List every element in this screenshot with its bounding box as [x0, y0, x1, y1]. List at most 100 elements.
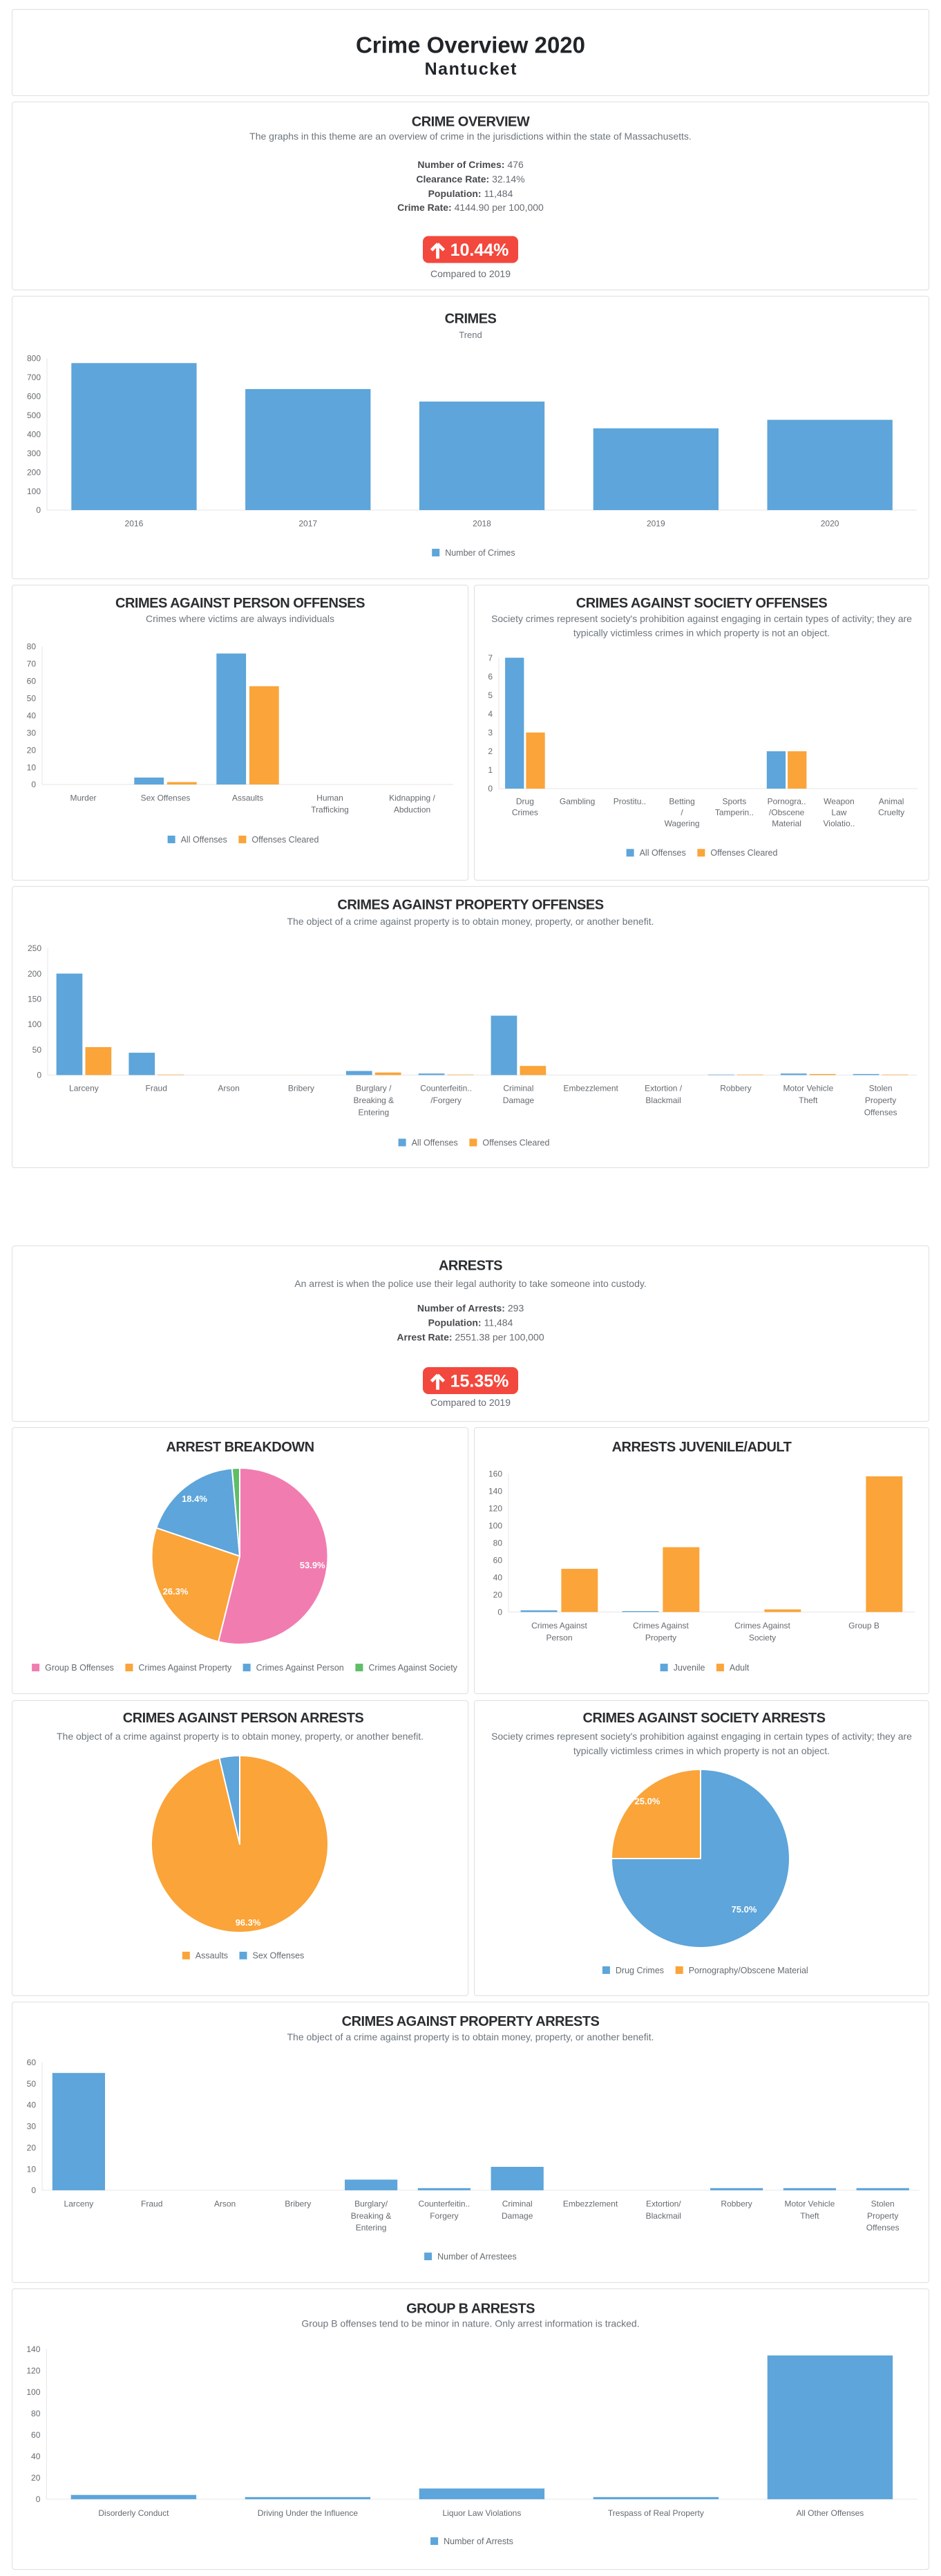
svg-text:Arson: Arson	[218, 1084, 239, 1093]
svg-text:50: 50	[32, 1045, 42, 1055]
svg-text:Crimes Against: Crimes Against	[633, 1621, 689, 1630]
svg-text:Wagering: Wagering	[665, 819, 700, 829]
svg-text:100: 100	[488, 1521, 502, 1531]
svg-text:75.0%: 75.0%	[732, 1904, 757, 1915]
svg-text:Theft: Theft	[800, 2211, 819, 2221]
svg-text:Robbery: Robbery	[721, 2199, 752, 2209]
svg-text:Murder: Murder	[70, 793, 96, 803]
svg-text:0: 0	[36, 2494, 41, 2504]
svg-text:140: 140	[488, 1487, 502, 1496]
svg-text:Person: Person	[546, 1633, 572, 1643]
svg-text:60: 60	[27, 677, 37, 686]
svg-text:Property: Property	[867, 2211, 898, 2221]
svg-text:Liquor Law Violations: Liquor Law Violations	[442, 2508, 521, 2518]
svg-text:Sex Offenses: Sex Offenses	[141, 793, 191, 803]
svg-text:0: 0	[497, 1608, 502, 1617]
svg-text:Arson: Arson	[214, 2199, 236, 2209]
svg-text:CRIMES AGAINST PERSON ARRESTS: CRIMES AGAINST PERSON ARRESTS	[123, 1711, 364, 1726]
svg-text:80: 80	[27, 642, 37, 652]
svg-text:CRIMES AGAINST PROPERTY OFFENS: CRIMES AGAINST PROPERTY OFFENSES	[337, 897, 603, 912]
svg-text:Damage: Damage	[503, 1096, 535, 1105]
svg-text:3: 3	[488, 728, 493, 737]
svg-text:Offenses Cleared: Offenses Cleared	[251, 835, 319, 845]
svg-text:Fraud: Fraud	[146, 1084, 167, 1093]
svg-text:20: 20	[493, 1590, 503, 1600]
svg-text:Group B offenses tend to be mi: Group B offenses tend to be minor in nat…	[301, 2318, 639, 2329]
svg-text:Criminal: Criminal	[502, 2199, 533, 2209]
svg-text:/Obscene: /Obscene	[769, 808, 805, 818]
svg-text:The object of a crime against: The object of a crime against property i…	[287, 2031, 654, 2042]
svg-text:40: 40	[493, 1573, 503, 1583]
svg-text:40: 40	[31, 2452, 41, 2461]
svg-text:CRIMES: CRIMES	[445, 311, 497, 326]
svg-text:Number of Arrestees: Number of Arrestees	[437, 2252, 517, 2262]
svg-text:Prostitu..: Prostitu..	[614, 797, 646, 807]
svg-text:Stolen: Stolen	[869, 1084, 893, 1093]
svg-text:2551.38 per 100,000: 2551.38 per 100,000	[455, 1331, 544, 1342]
svg-text:5: 5	[488, 690, 493, 700]
svg-text:60: 60	[31, 2430, 41, 2440]
svg-text:Crime Overview 2020: Crime Overview 2020	[356, 32, 585, 58]
svg-text:20: 20	[31, 2473, 41, 2483]
svg-text:Human: Human	[316, 793, 343, 803]
svg-text:ARRESTS JUVENILE/ADULT: ARRESTS JUVENILE/ADULT	[612, 1440, 792, 1455]
svg-text:80: 80	[493, 1539, 503, 1548]
svg-text:Number of Arrests:: Number of Arrests:	[417, 1302, 505, 1313]
svg-text:Gambling: Gambling	[560, 797, 595, 807]
svg-text:4144.90 per 100,000: 4144.90 per 100,000	[455, 202, 544, 213]
svg-text:40: 40	[27, 711, 37, 721]
svg-text:700: 700	[27, 373, 41, 382]
svg-text:Crimes: Crimes	[512, 808, 538, 818]
svg-text:2016: 2016	[125, 519, 144, 529]
svg-text:50: 50	[27, 2079, 37, 2089]
svg-text:Offenses: Offenses	[864, 1107, 897, 1117]
svg-text:50: 50	[27, 694, 37, 704]
svg-text:15.35%: 15.35%	[450, 1371, 509, 1391]
svg-text:An arrest is when the police u: An arrest is when the police use their l…	[294, 1278, 646, 1289]
svg-text:ARRESTS: ARRESTS	[439, 1259, 502, 1274]
svg-text:0: 0	[37, 1071, 41, 1080]
svg-text:Society: Society	[749, 1633, 776, 1643]
svg-text:Animal: Animal	[879, 797, 904, 807]
svg-text:Motor Vehicle: Motor Vehicle	[785, 2199, 835, 2209]
svg-text:Compared to 2019: Compared to 2019	[430, 1397, 511, 1408]
svg-text:11,484: 11,484	[484, 188, 513, 199]
svg-text:Kidnapping /: Kidnapping /	[389, 793, 435, 803]
svg-text:10.44%: 10.44%	[450, 241, 509, 260]
svg-text:30: 30	[27, 2122, 37, 2132]
svg-text:32.14%: 32.14%	[492, 173, 524, 185]
svg-text:typically victimless crimes in: typically victimless crimes in which pro…	[573, 627, 830, 638]
svg-text:CRIMES AGAINST SOCIETY ARRESTS: CRIMES AGAINST SOCIETY ARRESTS	[583, 1711, 826, 1726]
svg-text:Burglary /: Burglary /	[356, 1084, 392, 1093]
svg-text:Crimes Against Property: Crimes Against Property	[138, 1663, 232, 1673]
svg-text:2018: 2018	[473, 519, 491, 529]
svg-text:ARREST BREAKDOWN: ARREST BREAKDOWN	[166, 1440, 314, 1455]
svg-text:CRIMES AGAINST SOCIETY OFFENSE: CRIMES AGAINST SOCIETY OFFENSES	[576, 596, 828, 611]
svg-text:Nantucket: Nantucket	[425, 59, 517, 79]
svg-text:300: 300	[27, 449, 41, 458]
svg-text:0: 0	[488, 784, 493, 793]
svg-text:Entering: Entering	[358, 1107, 389, 1117]
svg-text:Breaking &: Breaking &	[351, 2211, 392, 2221]
svg-text:0: 0	[36, 505, 41, 515]
svg-text:Larceny: Larceny	[69, 1084, 99, 1093]
svg-text:26.3%: 26.3%	[163, 1586, 189, 1597]
svg-text:All Offenses: All Offenses	[412, 1138, 458, 1147]
svg-text:100: 100	[26, 2387, 40, 2397]
svg-text:Crimes Against: Crimes Against	[531, 1621, 587, 1630]
svg-text:Arrest Rate:: Arrest Rate:	[397, 1331, 452, 1342]
svg-text:Pornography/Obscene Material: Pornography/Obscene Material	[689, 1966, 808, 1975]
svg-text:Blackmail: Blackmail	[645, 1096, 681, 1105]
svg-text:Crimes Against Society: Crimes Against Society	[368, 1663, 457, 1673]
svg-text:2020: 2020	[821, 519, 839, 529]
svg-text:20: 20	[27, 2143, 37, 2152]
svg-text:Drug: Drug	[516, 797, 534, 807]
svg-text:Tamperin..: Tamperin..	[715, 808, 754, 818]
svg-text:Crimes Against: Crimes Against	[734, 1621, 790, 1630]
svg-text:Breaking &: Breaking &	[353, 1096, 394, 1105]
svg-text:The graphs in this theme are a: The graphs in this theme are an overview…	[249, 131, 692, 142]
svg-text:Embezzlement: Embezzlement	[563, 2199, 618, 2209]
svg-text:Bribery: Bribery	[288, 1084, 314, 1093]
svg-text:7: 7	[488, 653, 493, 663]
svg-text:Driving Under the Influence: Driving Under the Influence	[258, 2508, 359, 2518]
